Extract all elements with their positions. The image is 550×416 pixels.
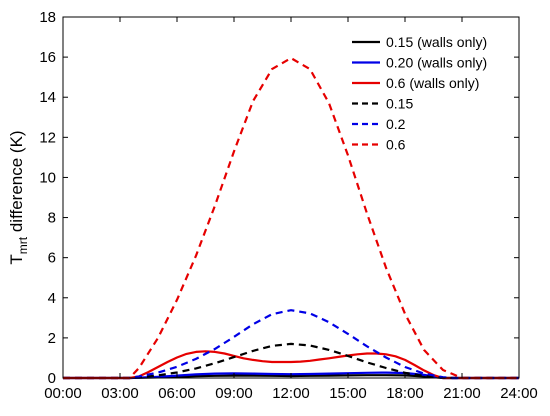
legend-label: 0.2 (386, 116, 406, 132)
y-tick-label: 0 (48, 370, 56, 387)
x-tick-label: 09:00 (215, 385, 253, 402)
x-axis: 00:00 03:00 06:00 09:00 12:00 15:00 18:00 21:00… (44, 17, 538, 402)
x-tick-label: 03:00 (101, 385, 139, 402)
y-axis: 0 2 4 6 8 10 12 14 16 18 (39, 9, 519, 387)
series-line-3 (63, 350, 519, 380)
legend-label: 0.15 (386, 96, 413, 112)
y-tick-label: 2 (48, 330, 56, 347)
y-axis-label: Tmrt difference (K) (7, 130, 30, 264)
legend-label: 0.15 (walls only) (386, 34, 487, 50)
x-tick-label: 00:00 (44, 385, 82, 402)
y-tick-label: 16 (39, 49, 56, 66)
series-line-4 (63, 342, 519, 380)
plot-series (63, 57, 519, 380)
x-tick-label: 15:00 (329, 385, 367, 402)
y-tick-label: 4 (48, 290, 56, 307)
x-tick-label: 06:00 (158, 385, 196, 402)
x-tick-label: 21:00 (443, 385, 481, 402)
y-tick-label: 12 (39, 129, 56, 146)
series-line-6 (63, 57, 519, 380)
x-tick-label: 12:00 (272, 385, 310, 402)
y-tick-label: 14 (39, 89, 56, 106)
series-line-5 (63, 309, 519, 380)
x-tick-label: 24:00 (500, 385, 538, 402)
plot-frame (62, 16, 520, 379)
x-tick-label: 18:00 (386, 385, 424, 402)
y-tick-label: 6 (48, 250, 56, 267)
y-tick-label: 10 (39, 169, 56, 186)
y-axis-label-rest: difference (K) (7, 130, 26, 236)
legend-label: 0.6 (386, 137, 406, 153)
y-tick-label: 18 (39, 9, 56, 26)
legend-label: 0.20 (walls only) (386, 55, 487, 71)
y-axis-label-subscript: mrt (16, 236, 30, 254)
legend-label: 0.6 (walls only) (386, 75, 479, 91)
y-axis-label-base: T (7, 254, 26, 264)
legend: 0.15 (walls only) 0.20 (walls only) 0.6 (w… (352, 34, 487, 153)
y-tick-label: 8 (48, 210, 56, 227)
